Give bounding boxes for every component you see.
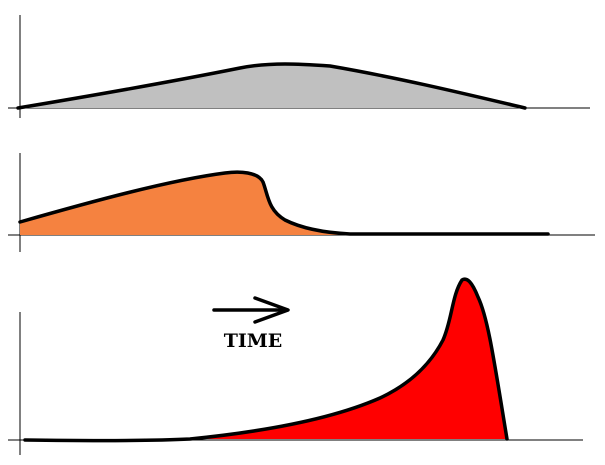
panel-bottom: [8, 277, 583, 455]
right-arrow-icon: [212, 296, 290, 324]
wave-middle-outline: [18, 170, 550, 236]
panel-middle: [8, 153, 595, 252]
wave-middle-orange: [20, 172, 350, 235]
wave-top-grey: [18, 64, 525, 108]
wave-bottom-red: [190, 279, 507, 439]
time-label: TIME: [224, 330, 283, 352]
time-annotation: TIME: [212, 296, 290, 352]
panel-top: [8, 15, 590, 118]
wave-bottom-outline: [23, 277, 509, 443]
wave-top-outline: [16, 62, 527, 110]
